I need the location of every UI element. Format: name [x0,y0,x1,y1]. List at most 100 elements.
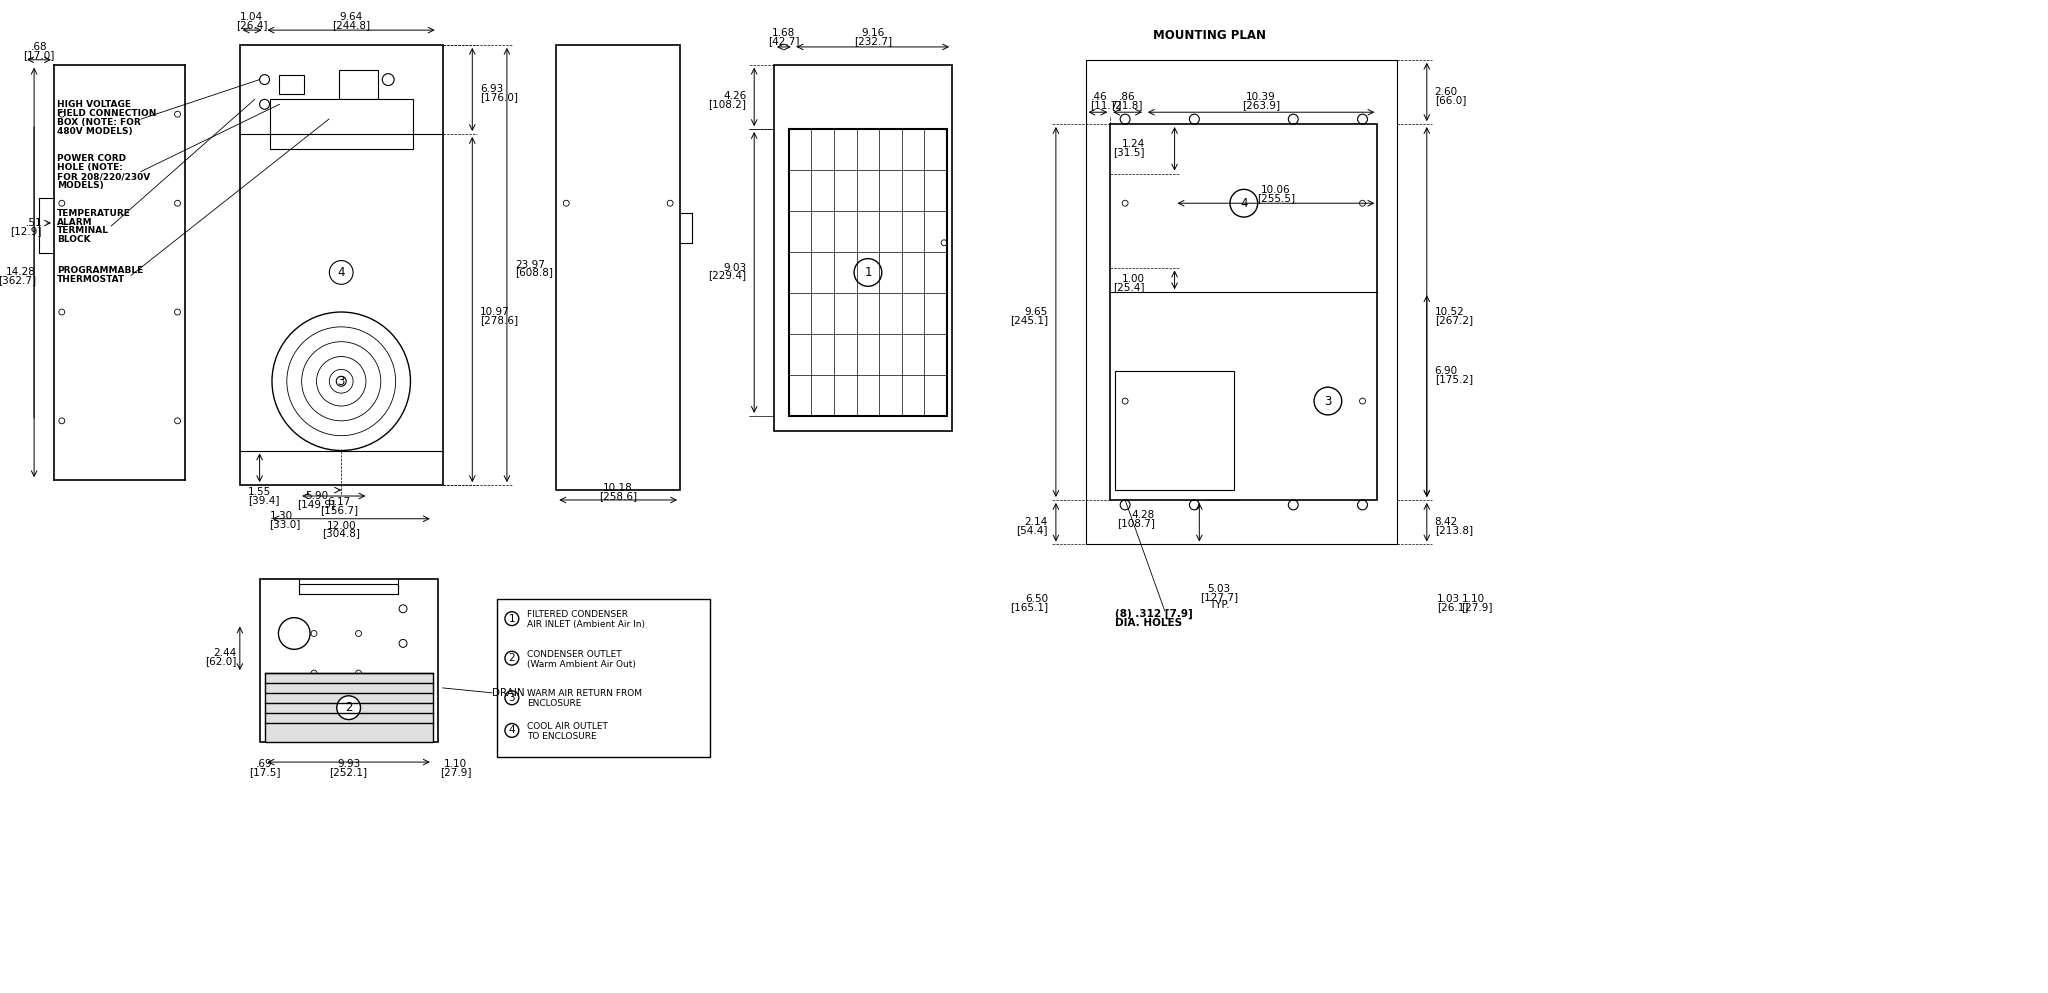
Text: TYP.: TYP. [1208,600,1229,610]
Text: 10.52: 10.52 [1436,307,1464,317]
Text: 5.03: 5.03 [1208,584,1231,594]
Text: 10.97: 10.97 [479,307,510,317]
Text: 10.18: 10.18 [604,483,633,494]
Text: [304.8]: [304.8] [322,528,360,538]
Bar [270,99,414,149]
Text: 3: 3 [1325,394,1331,407]
Text: 1.68: 1.68 [772,28,795,38]
Text: [12.9]: [12.9] [10,226,43,236]
Text: (8) .312 [7.9]: (8) .312 [7.9] [1116,609,1194,619]
Text: [66.0]: [66.0] [1436,95,1466,105]
Text: 9.93: 9.93 [338,759,360,769]
Text: HIGH VOLTAGE: HIGH VOLTAGE [57,100,131,109]
Text: [213.8]: [213.8] [1436,524,1473,534]
Text: BOX (NOTE: FOR: BOX (NOTE: FOR [57,117,141,127]
Text: [232.7]: [232.7] [854,36,893,46]
Text: [278.6]: [278.6] [479,315,518,325]
Text: [54.4]: [54.4] [1016,524,1049,534]
Text: [26.4]: [26.4] [236,20,268,30]
Text: 1.30: 1.30 [270,510,293,520]
Bar [240,45,442,486]
Circle shape [336,696,360,720]
Text: 1: 1 [508,614,516,624]
Text: [17.0]: [17.0] [23,50,55,60]
Text: 4: 4 [1241,197,1247,210]
Text: MOUNTING PLAN: MOUNTING PLAN [1153,29,1266,42]
Text: 1.00: 1.00 [1122,274,1145,284]
Text: 1.03: 1.03 [1438,594,1460,604]
Text: [17.5]: [17.5] [248,767,281,777]
Text: WARM AIR RETURN FROM: WARM AIR RETURN FROM [526,689,641,698]
Text: FIELD CONNECTION: FIELD CONNECTION [57,108,156,118]
Bar [264,673,432,743]
Text: .46: .46 [1090,92,1108,102]
Bar [498,599,711,757]
Text: 480V MODELS): 480V MODELS) [57,126,133,135]
Text: [127.7]: [127.7] [1200,592,1239,602]
Text: .86: .86 [1118,92,1135,102]
Text: 1.55: 1.55 [248,487,270,497]
Bar [260,579,438,743]
Text: 4: 4 [338,266,344,279]
Text: 2: 2 [344,701,352,714]
Text: 1.10: 1.10 [444,759,467,769]
Text: 1.24: 1.24 [1122,139,1145,149]
Text: 6.50: 6.50 [1024,594,1049,604]
Text: [175.2]: [175.2] [1436,374,1473,384]
Text: 23.97: 23.97 [514,259,545,269]
Text: [33.0]: [33.0] [270,518,301,528]
Text: [31.5]: [31.5] [1114,147,1145,157]
Text: 2.60: 2.60 [1436,87,1458,97]
Text: 4: 4 [508,726,516,736]
Text: 6.93: 6.93 [479,84,504,94]
Text: 3: 3 [338,374,344,387]
Text: THERMOSTAT: THERMOSTAT [57,275,125,284]
Text: .69: .69 [256,759,272,769]
Text: POWER CORD: POWER CORD [57,154,127,163]
Text: 9.64: 9.64 [340,12,362,22]
Text: [362.7]: [362.7] [0,275,37,285]
Bar [279,74,305,94]
Bar [1116,371,1235,491]
Text: AIR INLET (Ambient Air In): AIR INLET (Ambient Air In) [526,620,645,630]
Text: [25.4]: [25.4] [1114,282,1145,292]
Text: .68: .68 [31,42,47,52]
Text: 4.28: 4.28 [1133,509,1155,519]
Text: [26.1]: [26.1] [1438,602,1468,612]
Text: 1: 1 [864,266,872,279]
Text: [255.5]: [255.5] [1257,194,1294,204]
Text: 9.16: 9.16 [862,28,885,38]
Text: ALARM: ALARM [57,217,92,226]
Text: [149.9]: [149.9] [297,498,336,509]
Text: [263.9]: [263.9] [1241,100,1280,110]
Text: DIA. HOLES: DIA. HOLES [1116,618,1182,628]
Text: 6.17: 6.17 [328,496,350,507]
Bar [774,65,952,431]
Bar [1110,124,1378,499]
Text: 12.00: 12.00 [326,520,356,530]
Text: [244.8]: [244.8] [332,20,371,30]
Text: (Warm Ambient Air Out): (Warm Ambient Air Out) [526,659,635,668]
Text: [267.2]: [267.2] [1436,315,1473,325]
Text: [108.2]: [108.2] [709,99,745,109]
Text: ENCLOSURE: ENCLOSURE [526,699,582,708]
Text: 5.90: 5.90 [305,491,328,501]
Text: [39.4]: [39.4] [248,495,279,505]
Text: [27.9]: [27.9] [1462,602,1493,612]
Text: 2.14: 2.14 [1024,516,1049,526]
Text: TO ENCLOSURE: TO ENCLOSURE [526,732,596,741]
Bar [338,70,379,99]
Text: .51: .51 [25,218,43,228]
Bar [557,45,680,491]
Text: [11.7]: [11.7] [1090,100,1122,110]
Text: MODELS): MODELS) [57,181,104,190]
Text: FOR 208/220/230V: FOR 208/220/230V [57,172,150,181]
Text: 2.44: 2.44 [213,648,238,658]
Text: 1.04: 1.04 [240,12,264,22]
Text: FILTERED CONDENSER: FILTERED CONDENSER [526,611,627,620]
Text: [108.7]: [108.7] [1116,517,1155,527]
Text: 14.28: 14.28 [6,267,37,277]
Bar [1085,60,1397,544]
Text: DRAIN: DRAIN [492,688,524,698]
Text: [229.4]: [229.4] [709,270,745,280]
